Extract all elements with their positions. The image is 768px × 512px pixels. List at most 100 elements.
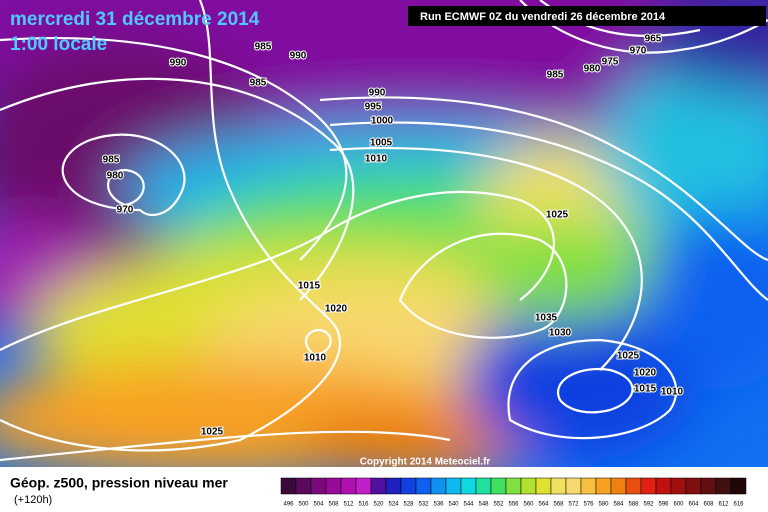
isobar-label: 1000: [371, 116, 394, 127]
color-swatch: [580, 477, 597, 495]
color-swatch: [415, 477, 432, 495]
color-swatch: [475, 477, 492, 495]
isobar-label: 980: [584, 64, 601, 75]
isobar-label: 985: [547, 70, 564, 81]
color-swatch: [610, 477, 627, 495]
level-label: 528: [403, 502, 414, 508]
isobar-label: 1010: [661, 387, 684, 398]
isobar-label: 985: [250, 78, 267, 89]
copyright: Copyright 2014 Meteociel.fr: [360, 457, 491, 468]
level-label: 496: [283, 502, 294, 508]
isobar-label: 985: [103, 155, 120, 166]
isobar-label: 975: [602, 57, 619, 68]
isobar-label: 1010: [365, 154, 388, 165]
level-label: 608: [703, 502, 714, 508]
legend-title: Géop. z500, pression niveau mer: [10, 475, 228, 491]
color-swatch: [550, 477, 567, 495]
level-label: 596: [658, 502, 669, 508]
map-time: 1:00 locale: [10, 34, 107, 55]
color-swatch: [385, 477, 402, 495]
level-label: 572: [568, 502, 579, 508]
color-swatch: [400, 477, 417, 495]
level-label: 560: [523, 502, 534, 508]
color-swatch: [355, 477, 372, 495]
color-swatch: [565, 477, 582, 495]
level-label: 548: [478, 502, 489, 508]
isobar-label: 1035: [535, 313, 558, 324]
isobar-label: 990: [170, 58, 187, 69]
isobar-label: 990: [290, 51, 307, 62]
color-swatch: [625, 477, 642, 495]
level-label: 504: [313, 502, 324, 508]
level-label: 576: [583, 502, 594, 508]
level-label: 556: [508, 502, 519, 508]
color-swatch: [325, 477, 342, 495]
color-swatch: [535, 477, 552, 495]
level-label: 512: [343, 502, 354, 508]
color-swatch: [670, 477, 687, 495]
isobar-labels: 990 985 990 985 990 995 1000 1005 1010 985 980 970 1…: [102, 33, 685, 439]
isobar-label: 965: [645, 34, 662, 45]
level-label: 540: [448, 502, 459, 508]
color-swatch: [490, 477, 507, 495]
level-label: 544: [463, 502, 474, 508]
isobar-label: 985: [255, 42, 272, 53]
color-swatch: [280, 477, 297, 495]
level-label: 508: [328, 502, 339, 508]
level-label: 536: [433, 502, 444, 508]
level-label: 532: [418, 502, 429, 508]
isobar-label: 980: [107, 171, 124, 182]
level-label: 584: [613, 502, 624, 508]
color-swatch: [520, 477, 537, 495]
isobar-label: 1010: [304, 353, 327, 364]
level-label: 580: [598, 502, 609, 508]
level-label: 588: [628, 502, 639, 508]
isobar-label: 1025: [617, 351, 640, 362]
level-label: 524: [388, 502, 399, 508]
isobar-label: 1005: [370, 138, 393, 149]
color-swatch: [340, 477, 357, 495]
level-label: 592: [643, 502, 654, 508]
level-label: 612: [718, 502, 729, 508]
level-label: 520: [373, 502, 384, 508]
color-swatch: [685, 477, 702, 495]
color-swatch: [295, 477, 312, 495]
isobar-label: 1020: [325, 304, 348, 315]
isobar-label: 990: [369, 88, 386, 99]
level-label: 500: [298, 502, 309, 508]
level-label: 564: [538, 502, 549, 508]
colorbar: 496 500 504 508 512 516 520 524 528 532 536 540 544 5…: [280, 477, 747, 508]
map-title: mercredi 31 décembre 2014: [10, 9, 260, 30]
level-label: 604: [688, 502, 699, 508]
field: [0, 0, 768, 467]
color-swatch: [430, 477, 447, 495]
color-swatch: [505, 477, 522, 495]
isobar-label: 1015: [634, 384, 657, 395]
color-swatch: [460, 477, 477, 495]
run-info: Run ECMWF 0Z du vendredi 26 décembre 201…: [420, 11, 666, 23]
legend-subtitle: (+120h): [14, 494, 52, 506]
level-label: 516: [358, 502, 369, 508]
isobar-label: 1025: [546, 210, 569, 221]
color-swatch: [730, 477, 747, 495]
color-swatch: [640, 477, 657, 495]
level-label: 568: [553, 502, 564, 508]
color-swatch: [700, 477, 717, 495]
isobar-label: 995: [365, 102, 382, 113]
isobar-label: 1015: [298, 281, 321, 292]
isobar-label: 1025: [201, 427, 224, 438]
level-label: 600: [673, 502, 684, 508]
level-label: 552: [493, 502, 504, 508]
isobar-label: 970: [117, 205, 134, 216]
color-swatch: [655, 477, 672, 495]
color-swatch: [445, 477, 462, 495]
isobar-label: 970: [630, 46, 647, 57]
level-label: 616: [733, 502, 744, 508]
color-swatch: [370, 477, 387, 495]
color-swatch: [310, 477, 327, 495]
color-swatch: [715, 477, 732, 495]
isobar-label: 1020: [634, 368, 657, 379]
isobar-label: 1030: [549, 328, 572, 339]
run-box: [408, 6, 766, 26]
